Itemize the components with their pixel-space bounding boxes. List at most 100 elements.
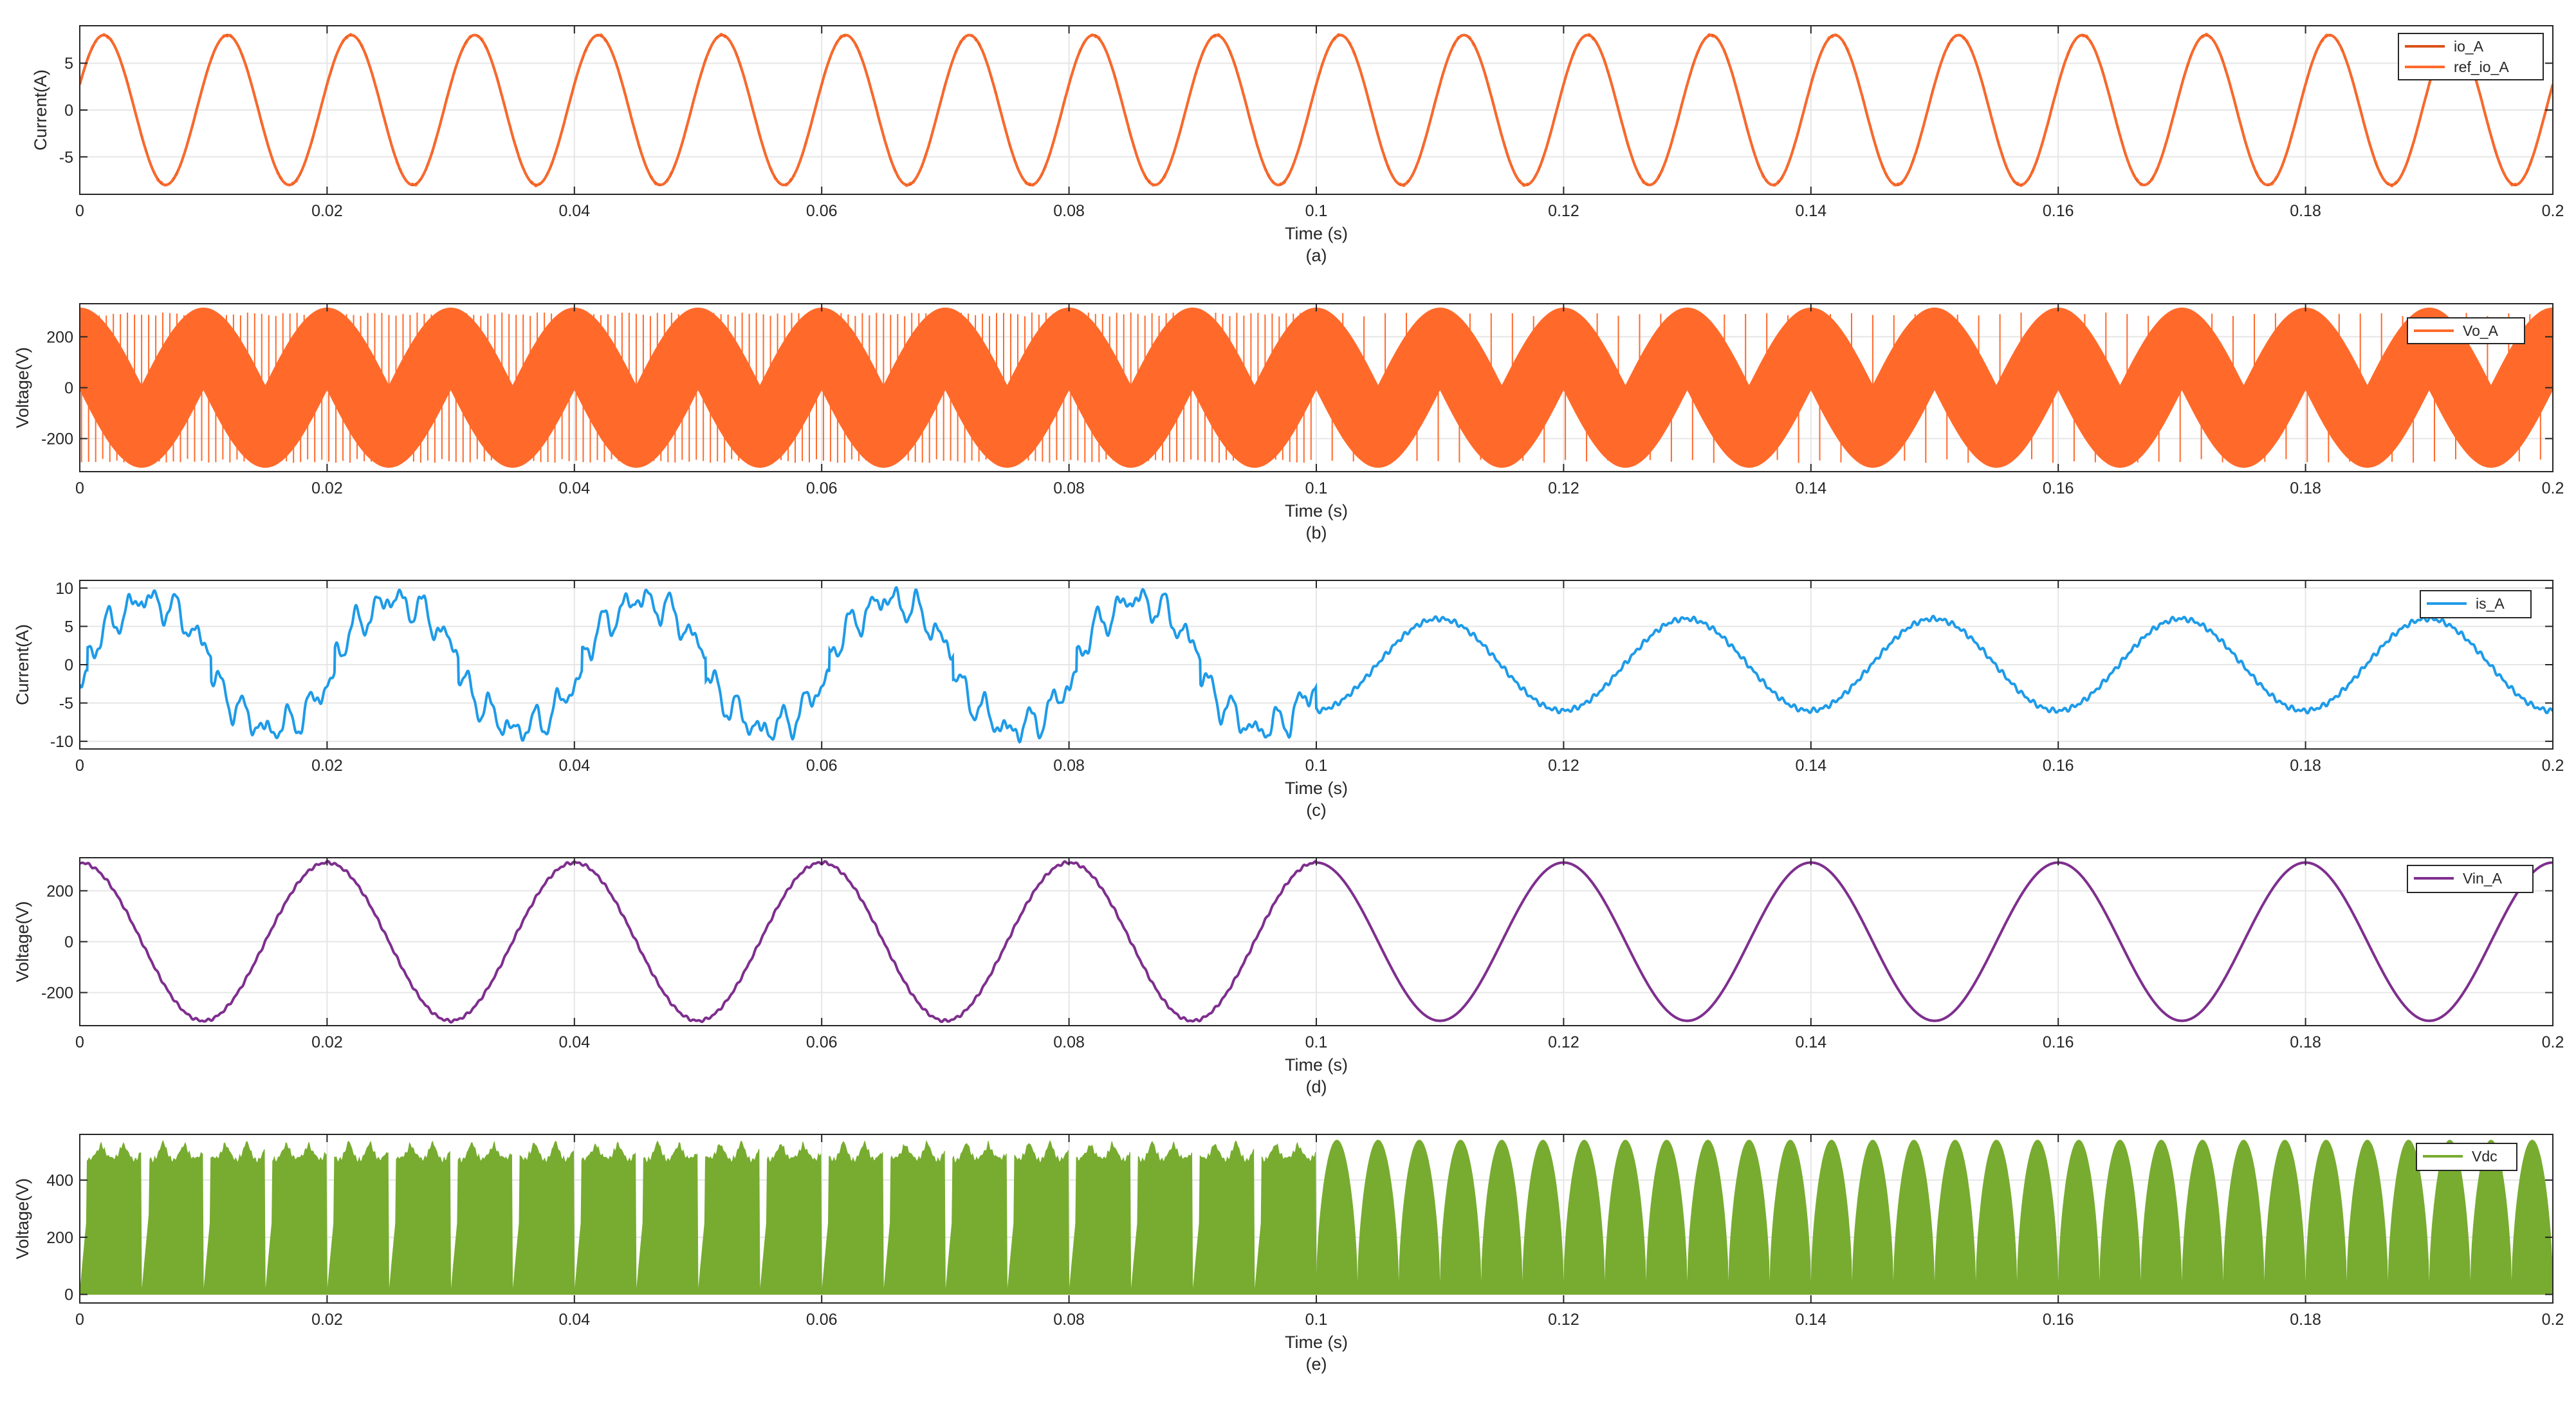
x-tick-label: 0.12 <box>1548 1311 1579 1329</box>
legend-entry: Vo_A <box>2463 322 2499 339</box>
y-tick-label: 400 <box>46 1172 73 1190</box>
y-tick-label: -200 <box>41 984 73 1002</box>
legend-entry: is_A <box>2476 595 2505 612</box>
x-tick-label: 0.18 <box>2290 1033 2321 1051</box>
series-group <box>80 586 2553 744</box>
x-tick-label: 0.08 <box>1053 202 1085 220</box>
y-tick-label: 0 <box>64 1286 73 1304</box>
legend-entry: Vin_A <box>2463 870 2503 887</box>
x-tick-label: 0.2 <box>2542 479 2564 497</box>
x-tick-label: 0 <box>75 1311 84 1329</box>
panel-a: 0 0.02 0.04 0.06 0.08 0.1 0.12 0.14 0.16 0.18 0.2 -… <box>31 25 2564 265</box>
legend-entry: ref_io_A <box>2454 59 2509 75</box>
panel-c: 0 0.02 0.04 0.06 0.08 0.1 0.12 0.14 0.16 0.18 0.2 -… <box>13 580 2564 820</box>
x-tick-label: 0.14 <box>1795 202 1826 220</box>
panel-caption: (c) <box>1306 800 1326 820</box>
y-axis-label: Current(A) <box>31 69 50 151</box>
x-tick-label: 0.12 <box>1548 757 1579 775</box>
y-tick-label: -10 <box>50 733 73 751</box>
y-tick-label: 200 <box>46 1229 73 1247</box>
series-is_A <box>80 586 2553 744</box>
legend-box <box>2407 317 2525 344</box>
panel-b: 0 0.02 0.04 0.06 0.08 0.1 0.12 0.14 0.16 0.18 0.2 -… <box>13 303 2564 542</box>
panel-caption: (a) <box>1306 246 1327 265</box>
x-tick-label: 0.18 <box>2290 1311 2321 1329</box>
y-tick-label: 0 <box>64 656 73 674</box>
series-group <box>80 32 2553 188</box>
legend: Vdc <box>2416 1143 2517 1171</box>
x-tick-label: 0.1 <box>1305 1033 1328 1051</box>
x-tick-label: 0.14 <box>1795 757 1826 775</box>
x-tick-label: 0.06 <box>806 479 838 497</box>
x-tick-label: 0.16 <box>2043 1311 2074 1329</box>
panel-e: 0 0.02 0.04 0.06 0.08 0.1 0.12 0.14 0.16 0.18 0.2 0… <box>13 1134 2564 1374</box>
x-tick-label: 0.2 <box>2542 757 2564 775</box>
panel-caption: (e) <box>1306 1354 1327 1374</box>
y-tick-label: -200 <box>41 430 73 448</box>
x-tick-label: 0.02 <box>311 202 343 220</box>
x-tick-label: 0.04 <box>558 1311 590 1329</box>
x-tick-label: 0.06 <box>806 757 838 775</box>
x-axis-label: Time (s) <box>1285 779 1348 798</box>
grid <box>79 858 2553 1026</box>
y-tick-label: 5 <box>64 55 73 73</box>
x-tick-label: 0.08 <box>1053 757 1085 775</box>
x-tick-label: 0.16 <box>2043 202 2074 220</box>
x-tick-label: 0.02 <box>311 479 343 497</box>
legend-entry: io_A <box>2454 38 2484 55</box>
x-tick-label: 0.12 <box>1548 202 1579 220</box>
y-axis-label: Voltage(V) <box>13 1178 32 1259</box>
x-tick-label: 0.14 <box>1795 479 1826 497</box>
x-axis-label: Time (s) <box>1285 224 1348 243</box>
x-tick-label: 0.04 <box>558 479 590 497</box>
x-tick-label: 0.16 <box>2043 1033 2074 1051</box>
x-tick-label: 0.04 <box>558 757 590 775</box>
x-tick-label: 0.14 <box>1795 1033 1826 1051</box>
x-tick-label: 0.02 <box>311 1311 343 1329</box>
x-tick-label: 0.2 <box>2542 1033 2564 1051</box>
y-tick-label: 0 <box>64 102 73 120</box>
y-tick-label: -5 <box>59 149 73 167</box>
x-tick-label: 0.04 <box>558 1033 590 1051</box>
series-group <box>80 308 2553 468</box>
x-tick-label: 0.04 <box>558 202 590 220</box>
y-tick-label: 0 <box>64 380 73 398</box>
y-axis-label: Voltage(V) <box>13 347 32 428</box>
legend-entry: Vdc <box>2472 1148 2498 1165</box>
x-tick-label: 0.1 <box>1305 1311 1328 1329</box>
series-Vdc <box>80 1140 2553 1295</box>
series-ref_io_A <box>80 32 2553 188</box>
y-axis-label: Current(A) <box>13 624 32 705</box>
x-tick-label: 0.18 <box>2290 757 2321 775</box>
x-tick-label: 0.18 <box>2290 202 2321 220</box>
x-tick-label: 0.06 <box>806 1311 838 1329</box>
x-tick-label: 0.14 <box>1795 1311 1826 1329</box>
x-tick-label: 0.16 <box>2043 757 2074 775</box>
legend-box <box>2398 33 2544 80</box>
x-tick-label: 0.1 <box>1305 757 1328 775</box>
legend: is_A <box>2420 590 2532 618</box>
y-tick-label: 5 <box>64 618 73 636</box>
x-tick-label: 0 <box>75 757 84 775</box>
x-tick-label: 0 <box>75 202 84 220</box>
y-axis-label: Voltage(V) <box>13 901 32 982</box>
x-tick-label: 0.12 <box>1548 479 1579 497</box>
legend: Vo_A <box>2407 317 2525 344</box>
panel-caption: (d) <box>1306 1077 1327 1096</box>
x-tick-label: 0.06 <box>806 1033 838 1051</box>
x-axis-label: Time (s) <box>1285 501 1348 521</box>
x-axis-label: Time (s) <box>1285 1333 1348 1352</box>
y-tick-label: 200 <box>46 328 73 346</box>
x-tick-label: 0.08 <box>1053 479 1085 497</box>
x-tick-label: 0.18 <box>2290 479 2321 497</box>
x-tick-label: 0.1 <box>1305 479 1328 497</box>
panel-caption: (b) <box>1306 523 1327 542</box>
x-tick-label: 0.12 <box>1548 1033 1579 1051</box>
series-Vo_A <box>80 308 2553 468</box>
x-tick-label: 0.2 <box>2542 202 2564 220</box>
x-tick-label: 0.02 <box>311 757 343 775</box>
y-tick-label: -5 <box>59 695 73 713</box>
x-tick-label: 0.2 <box>2542 1311 2564 1329</box>
y-tick-label: 200 <box>46 882 73 900</box>
